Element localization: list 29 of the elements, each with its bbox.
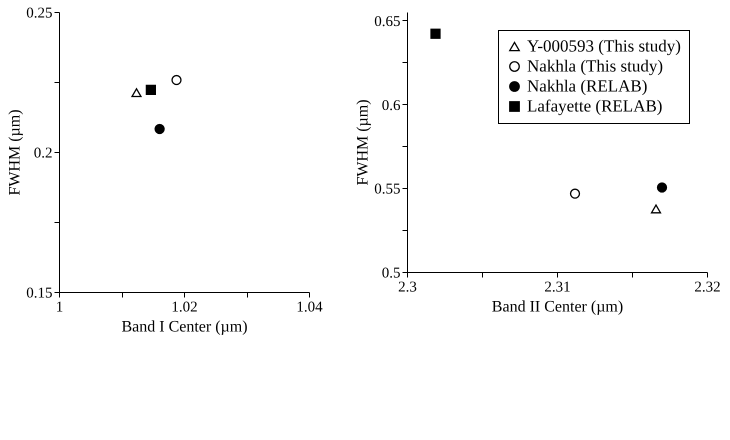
point (430, 28, 441, 39)
y-axis-title: FWHM (µm) (354, 99, 372, 186)
y-tick-label: 0.65 (374, 14, 400, 30)
point (570, 188, 580, 199)
y-tick-label: 0.55 (374, 182, 400, 198)
legend-label: Nakhla (RELAB) (527, 76, 648, 96)
y-tick-label: 0.25 (26, 6, 52, 22)
point (650, 204, 662, 214)
x-tick-label: 1.02 (171, 300, 198, 316)
y-tick-label: 0.6 (382, 98, 401, 114)
point (656, 182, 668, 193)
point (131, 88, 142, 98)
point (154, 124, 165, 134)
x-tick-label: 1 (56, 300, 64, 316)
point (146, 84, 156, 95)
x-axis-title: Band II Center (µm) (492, 298, 624, 316)
x-tick-label: 2.3 (398, 280, 417, 296)
x-axis-title: Band I Center (µm) (121, 318, 248, 336)
y-axis-title: FWHM (µm) (6, 109, 24, 196)
x-tick-label: 1.04 (296, 300, 324, 316)
y-tick-label: 0.15 (26, 286, 52, 302)
x-tick-label: 2.31 (544, 280, 571, 296)
legend-label: Y-000593 (This study) (527, 36, 681, 56)
point (171, 74, 182, 86)
y-tick-label: 0.5 (382, 266, 400, 282)
x-tick-label: 2.32 (694, 280, 721, 296)
legend-label: Lafayette (RELAB) (527, 96, 662, 116)
y-tick-label: 0.2 (34, 146, 52, 162)
legend-label: Nakhla (This study) (527, 56, 663, 76)
